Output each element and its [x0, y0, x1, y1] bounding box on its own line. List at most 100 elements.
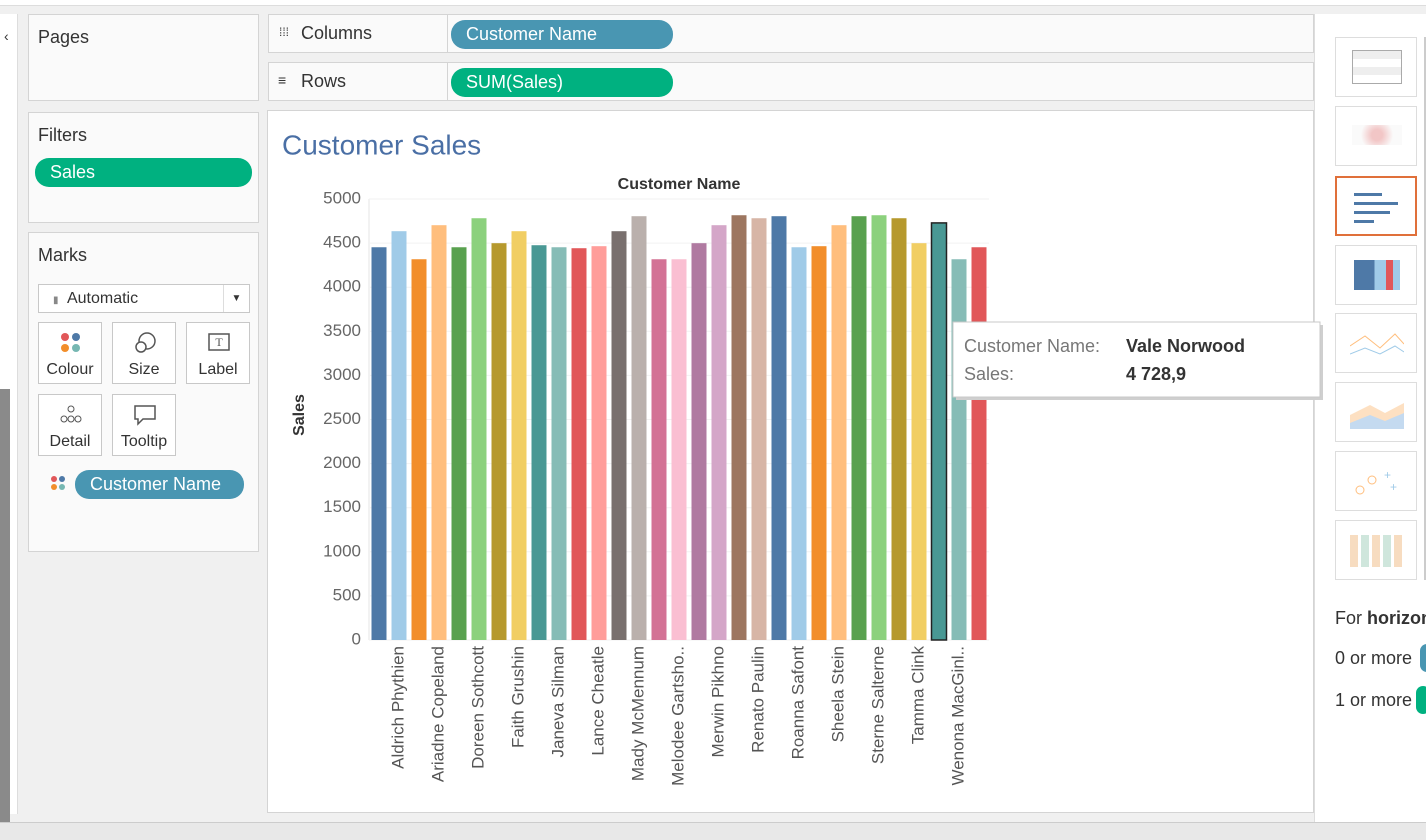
x-tick-label: Faith Grushin	[508, 646, 527, 748]
collapse-arrow[interactable]: ‹	[4, 28, 9, 44]
bar	[511, 231, 527, 640]
x-tick-label: Janeva Silman	[548, 646, 567, 758]
show-me-hint: For horizon	[1335, 608, 1426, 629]
y-tick-label: 4000	[323, 277, 361, 296]
show-me-thumb[interactable]	[1335, 37, 1417, 97]
pages-card: Pages	[28, 14, 259, 101]
x-tick-label: Doreen Sothcott	[468, 646, 487, 769]
y-tick-label: 5000	[323, 188, 361, 207]
show-me-thumb[interactable]	[1335, 313, 1417, 373]
rows-pill[interactable]: SUM(Sales)	[451, 68, 673, 97]
show-me-thumb[interactable]: + +	[1335, 451, 1417, 511]
colour-button[interactable]: Colour	[38, 322, 102, 384]
bar	[930, 222, 948, 641]
show-me-thumb[interactable]	[1335, 382, 1417, 442]
filter-pill[interactable]: Sales	[35, 158, 252, 187]
y-tick-label: 1500	[323, 497, 361, 516]
x-tick-label: Sterne Salterne	[868, 646, 887, 764]
x-tick-label: Renato Paulin	[748, 646, 767, 753]
x-tick-label: Melodee Gartsho..	[668, 646, 687, 786]
x-axis-title: Customer Name	[618, 176, 741, 193]
tooltip-button[interactable]: Tooltip	[112, 394, 176, 456]
x-tick-label: Sheela Stein	[828, 646, 847, 742]
mark-type: Automatic	[66, 290, 139, 307]
x-tick-label: Lance Cheatle	[588, 646, 607, 756]
bar	[631, 216, 647, 640]
side-pane-edge: ‹	[0, 14, 18, 829]
y-tick-label: 4500	[323, 233, 361, 252]
y-tick-label: 3000	[323, 365, 361, 384]
columns-shelf: ⁞⁞⁞ Columns Customer Name	[268, 14, 1314, 53]
show-me-row: 1 or more	[1335, 690, 1413, 710]
y-axis-title: Sales	[291, 394, 308, 436]
y-tick-label: 2500	[323, 409, 361, 428]
bar	[871, 215, 887, 640]
columns-pill[interactable]: Customer Name	[451, 20, 673, 49]
marks-pill[interactable]: Customer Name	[75, 470, 244, 499]
marks-card: Marks ▮ Automatic ▼ Colour Size T Label …	[28, 232, 259, 552]
bar	[471, 218, 487, 640]
toolbar-edge	[0, 0, 1426, 6]
bar	[551, 247, 567, 640]
show-me-thumb[interactable]	[1335, 245, 1417, 305]
hint-text: For	[1335, 608, 1362, 628]
show-me-thumb[interactable]	[1335, 106, 1417, 166]
button-label: Size	[128, 361, 160, 378]
x-tick-label: Roanna Safont	[788, 646, 807, 760]
detail-button[interactable]: Detail	[38, 394, 102, 456]
tooltip-label: Sales:	[964, 364, 1014, 384]
bar	[831, 225, 847, 640]
mark-type-dropdown[interactable]: ▮ Automatic ▼	[38, 284, 250, 313]
y-tick-label: 500	[333, 585, 361, 604]
bar	[711, 225, 727, 640]
bar	[971, 247, 987, 640]
svg-text:+: +	[1390, 480, 1397, 494]
svg-text:+: +	[1384, 468, 1391, 482]
bar	[671, 259, 687, 640]
bar	[791, 247, 807, 640]
bar	[411, 259, 427, 640]
thumb-column-edge	[1424, 37, 1426, 580]
size-button[interactable]: Size	[112, 322, 176, 384]
y-tick-label: 1000	[323, 541, 361, 560]
colour-icon	[51, 476, 65, 490]
shelf-label: Rows	[301, 71, 347, 91]
tooltip-value: Vale Norwood	[1126, 336, 1245, 356]
bar	[391, 231, 407, 640]
svg-text:T: T	[215, 335, 223, 349]
bar	[491, 243, 507, 640]
card-title: Marks	[38, 245, 87, 265]
tooltip-box	[952, 321, 1321, 398]
bar	[611, 231, 627, 640]
bar	[731, 215, 747, 640]
bar	[571, 248, 587, 640]
dimension-chip	[1420, 644, 1426, 672]
bar	[771, 216, 787, 640]
button-label: Tooltip	[120, 433, 168, 450]
tooltip-value: 4 728,9	[1126, 364, 1186, 384]
y-tick-label: 0	[352, 629, 361, 648]
bar	[691, 243, 707, 640]
measure-chip	[1416, 686, 1426, 714]
bar	[451, 247, 467, 640]
show-me-thumb-selected[interactable]	[1335, 176, 1417, 236]
hint-bold: horizon	[1367, 608, 1426, 628]
bar	[371, 247, 387, 640]
y-tick-label: 2000	[323, 453, 361, 472]
show-me-thumb[interactable]	[1335, 520, 1417, 580]
filters-card: Filters Sales	[28, 112, 259, 223]
bar	[951, 259, 967, 640]
bar	[431, 225, 447, 640]
x-tick-label: Aldrich Phythien	[388, 646, 407, 769]
scrollbar[interactable]	[0, 389, 10, 829]
label-button[interactable]: T Label	[186, 322, 250, 384]
sheet-tabs-bar	[0, 822, 1426, 840]
shelf-label: Columns	[301, 23, 373, 43]
bar	[911, 243, 927, 640]
bar	[591, 246, 607, 640]
y-tick-label: 3500	[323, 321, 361, 340]
bar	[811, 246, 827, 640]
card-title: Pages	[38, 27, 90, 47]
bar	[891, 218, 907, 640]
